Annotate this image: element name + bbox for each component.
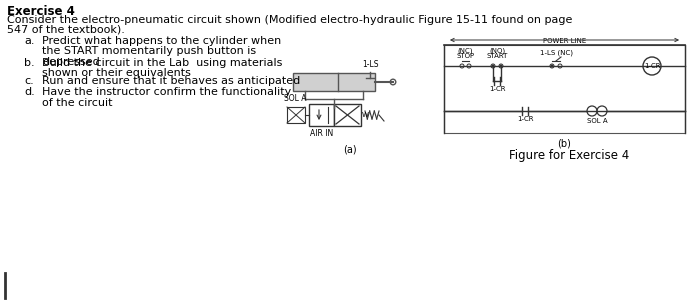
Text: 1-CR: 1-CR [517,116,533,122]
Text: Exercise 4: Exercise 4 [7,5,75,18]
Bar [444,45,685,133]
Circle shape [550,64,554,67]
Circle shape [491,64,495,67]
Text: of the circuit: of the circuit [42,98,112,107]
Text: SOL A: SOL A [587,118,607,124]
Text: POWER LINE: POWER LINE [543,38,586,44]
Text: STOP: STOP [457,53,475,59]
Text: 1-LS (NC): 1-LS (NC) [539,49,572,56]
Text: 1-CR: 1-CR [489,86,505,92]
Text: Consider the electro-pneumatic circuit shown (Modified electro-hydraulic Figure : Consider the electro-pneumatic circuit s… [7,15,572,25]
Text: depressed: depressed [42,57,100,67]
Circle shape [500,64,502,67]
Text: 1-CR: 1-CR [644,63,660,69]
Text: Run and ensure that it behaves as anticipated: Run and ensure that it behaves as antici… [42,76,300,86]
Text: Predict what happens to the cylinder when: Predict what happens to the cylinder whe… [42,36,281,46]
Text: (a): (a) [343,144,357,154]
Text: Build the circuit in the Lab  using materials: Build the circuit in the Lab using mater… [42,58,282,68]
Text: c.: c. [24,76,34,86]
Bar [293,73,375,91]
Bar [309,104,334,126]
Text: START: START [486,53,508,59]
Text: (NC): (NC) [458,48,473,54]
Text: Have the instructor confirm the functionality: Have the instructor confirm the function… [42,87,291,97]
Text: 547 of the textbook).: 547 of the textbook). [7,25,125,35]
Text: Figure for Exercise 4: Figure for Exercise 4 [509,149,630,162]
Text: d.: d. [24,87,35,97]
Bar [287,107,305,123]
Text: AIR IN: AIR IN [310,129,333,138]
Text: shown or their equivalents: shown or their equivalents [42,69,191,79]
Text: the START momentarily push button is: the START momentarily push button is [42,46,256,57]
Text: SOL A: SOL A [285,94,307,103]
Text: 1-LS: 1-LS [362,60,378,69]
Text: (b): (b) [558,138,572,148]
Bar [334,104,361,126]
Text: b.: b. [24,58,35,68]
Text: W: W [362,112,369,118]
Text: a.: a. [24,36,35,46]
Text: (NO): (NO) [489,48,505,54]
